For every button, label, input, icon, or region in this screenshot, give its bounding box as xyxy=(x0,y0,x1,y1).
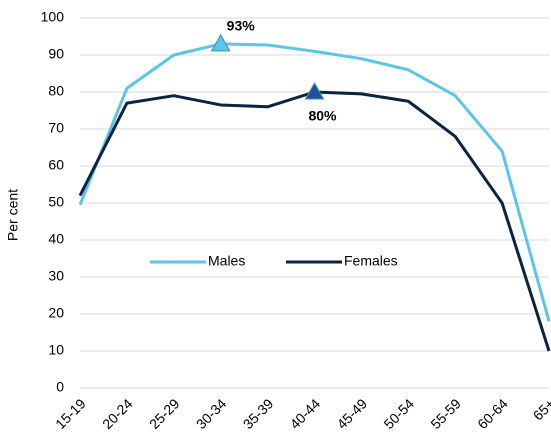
data-label: 93% xyxy=(227,18,256,34)
y-tick-label: 70 xyxy=(48,120,64,136)
x-tick-label: 65+ xyxy=(530,395,551,423)
y-tick-label: 50 xyxy=(48,194,64,210)
y-tick-label: 10 xyxy=(48,342,64,358)
line-series xyxy=(78,42,551,322)
x-tick-label: 15-19 xyxy=(52,395,89,432)
y-tick-label: 0 xyxy=(56,379,64,395)
legend: Males Females xyxy=(150,253,398,269)
line-series xyxy=(78,90,551,352)
x-tick-label: 40-44 xyxy=(287,395,324,432)
y-tick-label: 100 xyxy=(41,9,65,25)
y-tick-label: 60 xyxy=(48,157,64,173)
x-tick-label: 45-49 xyxy=(334,395,371,432)
data-label: 80% xyxy=(308,108,337,124)
y-axis-label: Per cent xyxy=(5,189,21,241)
y-tick-label: 30 xyxy=(48,268,64,284)
x-tick-label: 25-29 xyxy=(146,395,183,432)
x-tick-label: 55-59 xyxy=(427,395,464,432)
x-tick-label: 30-34 xyxy=(193,395,230,432)
y-tick-label: 80 xyxy=(48,83,64,99)
y-tick-label: 20 xyxy=(48,305,64,321)
x-tick-label: 20-24 xyxy=(99,395,136,432)
x-tick-label: 60-64 xyxy=(474,395,511,432)
x-tick-label: 35-39 xyxy=(240,395,277,432)
y-tick-label: 40 xyxy=(48,231,64,247)
point-marker xyxy=(304,81,325,100)
y-tick-label: 90 xyxy=(48,46,64,62)
legend-label: Females xyxy=(344,253,398,269)
x-tick-label: 50-54 xyxy=(380,395,417,432)
legend-label: Males xyxy=(208,253,245,269)
point-marker xyxy=(210,33,231,52)
